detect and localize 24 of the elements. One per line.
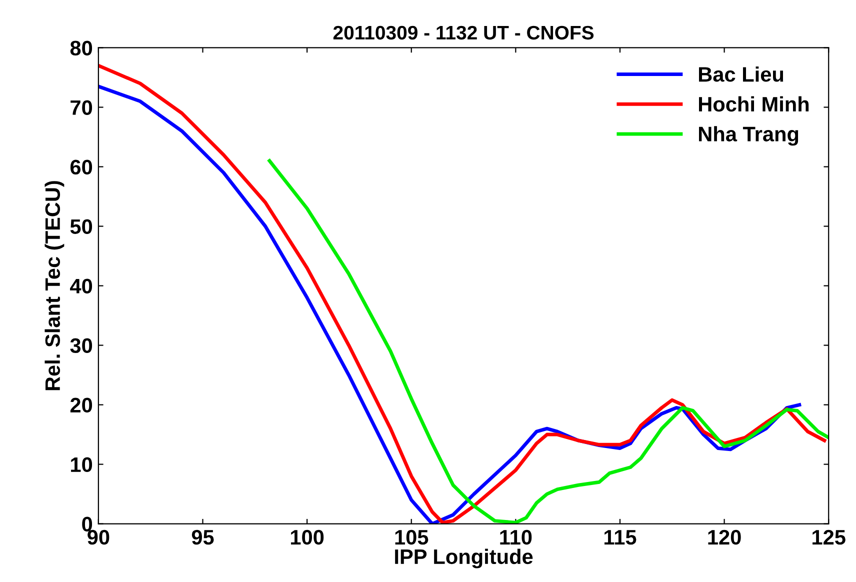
x-tick-label: 100 bbox=[290, 530, 324, 545]
x-tick-label: 120 bbox=[708, 530, 741, 545]
y-tick-label: 10 bbox=[71, 457, 92, 472]
y-tick-label: 60 bbox=[70, 160, 92, 174]
y-tick-label: 20 bbox=[70, 398, 92, 413]
y-axis-title: Rel. Slant Tec (TECU) bbox=[44, 181, 64, 390]
y-tick-label: 50 bbox=[70, 219, 92, 234]
x-tick-label: 95 bbox=[192, 530, 214, 545]
y-tick-label: 0 bbox=[82, 516, 92, 532]
x-tick-label: 90 bbox=[88, 530, 110, 545]
y-tick-label: 30 bbox=[70, 338, 92, 354]
x-tick-label: 125 bbox=[812, 530, 846, 545]
y-tick-label: 80 bbox=[70, 40, 92, 56]
y-tick-label: 40 bbox=[70, 278, 92, 294]
legend-label: Bac Lieu bbox=[699, 66, 784, 82]
x-axis-title: IPP Longitude bbox=[395, 548, 533, 568]
line-series bbox=[268, 159, 829, 524]
x-tick-label: 115 bbox=[604, 530, 636, 545]
legend-label: Hochi Minh bbox=[699, 96, 809, 112]
x-tick-label: 110 bbox=[500, 530, 532, 545]
x-tick-label: 105 bbox=[395, 530, 428, 545]
y-tick-label: 70 bbox=[70, 100, 92, 115]
chart-title: 20110309 - 1132 UT - CNOFS bbox=[333, 26, 594, 40]
legend-label: Nha Trang bbox=[699, 126, 798, 146]
